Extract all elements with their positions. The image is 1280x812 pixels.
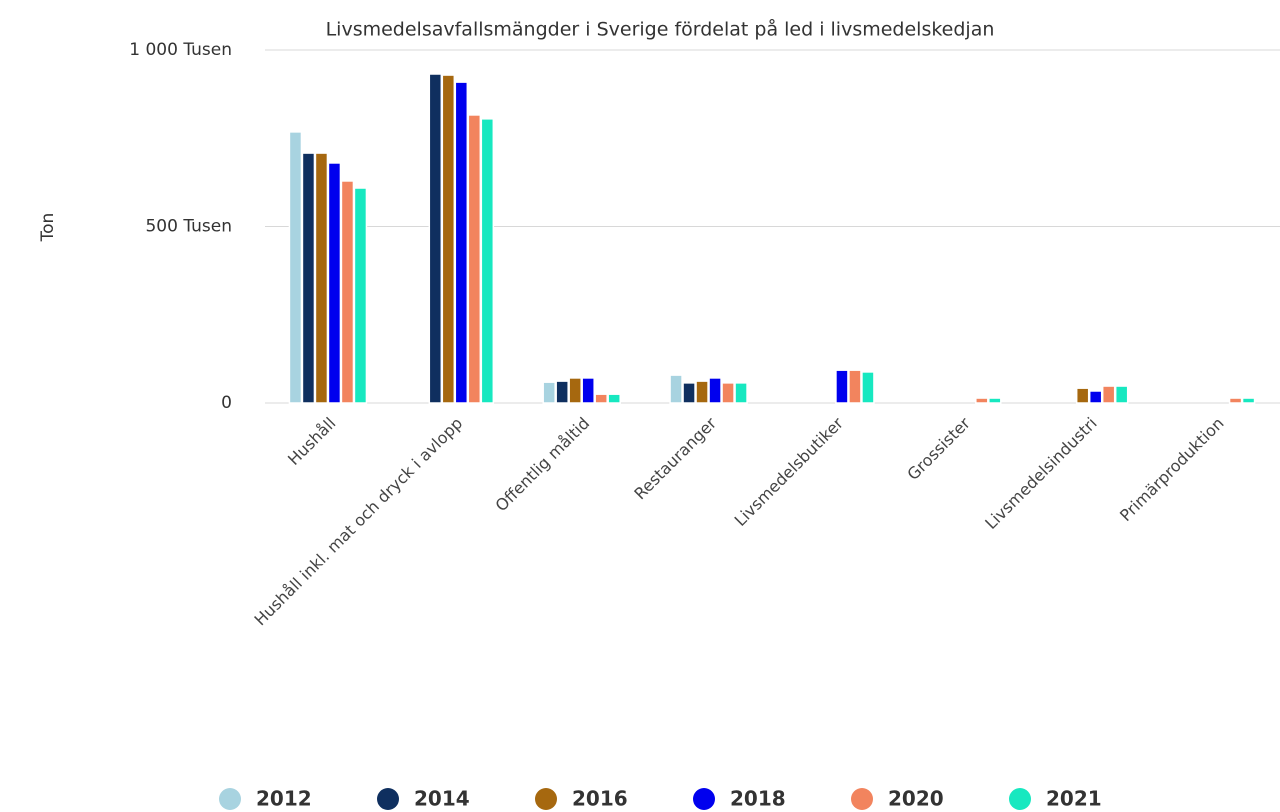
bar xyxy=(835,369,849,404)
bar xyxy=(480,118,495,404)
bar xyxy=(708,377,722,404)
bar xyxy=(467,114,482,404)
x-tick-label: Primärproduktion xyxy=(1116,414,1228,526)
bar xyxy=(340,180,355,404)
bar xyxy=(721,382,735,404)
y-axis-label: Ton xyxy=(38,213,58,243)
x-tick-label: Hushåll xyxy=(284,414,339,469)
y-tick-label: 1 000 Tusen xyxy=(129,40,232,60)
legend-label: 2016 xyxy=(572,787,628,811)
x-tick-label: Livsmedelsbutiker xyxy=(731,413,848,530)
x-tick-label: Offentlig måltid xyxy=(492,414,594,516)
bar xyxy=(607,393,621,404)
bar xyxy=(1114,385,1129,404)
bar xyxy=(695,380,709,404)
bar xyxy=(581,377,595,404)
bar xyxy=(428,73,443,404)
bar xyxy=(594,393,608,404)
bar xyxy=(353,187,368,404)
bar xyxy=(327,162,342,404)
legend-label: 2020 xyxy=(888,787,944,811)
legend-swatch xyxy=(219,788,241,810)
bar xyxy=(861,371,875,404)
legend-swatch xyxy=(535,788,557,810)
y-tick-label: 500 Tusen xyxy=(145,217,232,237)
x-tick-label: Hushåll inkl. mat och dryck i avlopp xyxy=(251,414,467,630)
x-tick-label: Restauranger xyxy=(630,413,720,503)
bar xyxy=(669,374,683,404)
bar xyxy=(1101,385,1116,404)
legend-swatch xyxy=(851,788,873,810)
bar xyxy=(441,74,456,404)
bar xyxy=(682,382,696,404)
x-tick-label: Grossister xyxy=(903,413,974,484)
y-tick-label: 0 xyxy=(221,393,232,413)
bar xyxy=(848,369,862,404)
legend-label: 2014 xyxy=(414,787,470,811)
legend-label: 2012 xyxy=(256,787,312,811)
bar xyxy=(314,152,329,404)
legend-label: 2018 xyxy=(730,787,786,811)
x-tick-label: Livsmedelsindustri xyxy=(981,414,1100,533)
bar xyxy=(1228,397,1243,404)
bar xyxy=(734,382,748,404)
bar xyxy=(301,152,316,404)
bar xyxy=(975,397,989,404)
bar xyxy=(542,381,556,404)
bar xyxy=(288,131,303,404)
legend-swatch xyxy=(377,788,399,810)
bar xyxy=(1088,390,1103,404)
chart-title: Livsmedelsavfallsmängder i Sverige förde… xyxy=(326,18,995,41)
legend: 2012 2014 2016 2018 2020 2021 xyxy=(219,787,1102,811)
legend-swatch xyxy=(693,788,715,810)
legend-swatch xyxy=(1009,788,1031,810)
bar xyxy=(988,397,1002,404)
bar xyxy=(555,380,569,404)
bar xyxy=(454,81,469,404)
bar xyxy=(1241,397,1256,404)
bar xyxy=(568,377,582,404)
bar xyxy=(1075,387,1090,404)
legend-label: 2021 xyxy=(1046,787,1102,811)
